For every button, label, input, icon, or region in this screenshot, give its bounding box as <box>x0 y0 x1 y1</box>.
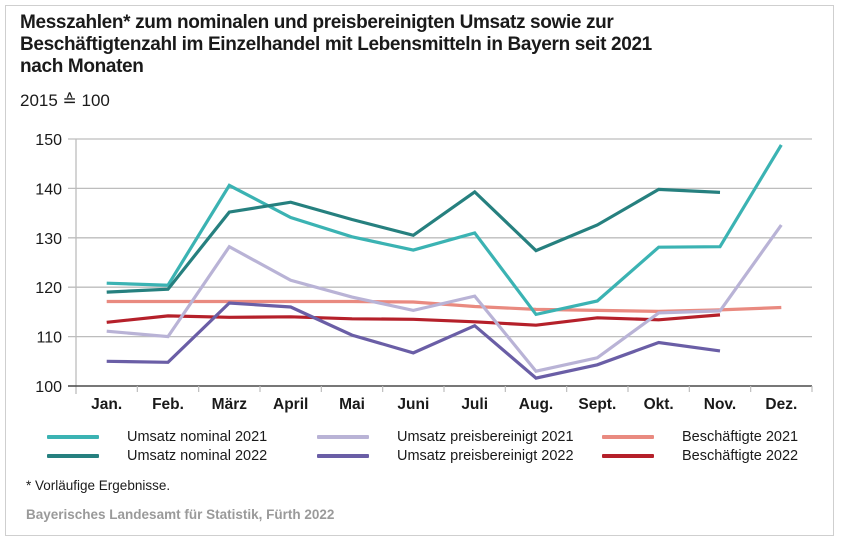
y-tick-label: 140 <box>35 181 62 198</box>
legend-item: Umsatz nominal 2022 <box>47 447 267 465</box>
y-axis: 100 110 120 130 140 150 <box>35 132 77 396</box>
x-tick-label: Sept. <box>578 396 616 413</box>
series-line-4 <box>106 301 721 380</box>
chart-subtitle: 2015 ≙ 100 <box>20 91 110 110</box>
chart-title-line-1: Messzahlen* zum nominalen und preisberei… <box>20 12 614 33</box>
series-line-2 <box>106 187 721 294</box>
legend-swatch <box>47 435 99 439</box>
x-tick-label: Jan. <box>91 396 122 413</box>
chart-title: Messzahlen* zum nominalen und preisberei… <box>20 12 820 78</box>
x-tick-label: Aug. <box>519 396 553 413</box>
gridlines <box>68 138 812 387</box>
y-tick-label: 120 <box>35 280 62 297</box>
legend-item: Beschäftigte 2022 <box>602 447 798 465</box>
legend-label: Beschäftigte 2022 <box>682 448 799 464</box>
legend-label: Umsatz preisbereinigt 2022 <box>397 448 574 464</box>
source-note: Bayerisches Landesamt für Statistik, Für… <box>26 507 335 522</box>
legend-item: Umsatz nominal 2021 <box>47 428 267 446</box>
legend-label: Umsatz preisbereinigt 2021 <box>397 429 574 445</box>
footnote: * Vorläufige Ergebnisse. <box>26 478 171 493</box>
y-tick-label: 110 <box>36 330 62 347</box>
legend-item: Umsatz preisbereinigt 2021 <box>317 428 574 446</box>
legend: Umsatz nominal 2021 Umsatz nominal 2022 … <box>0 426 841 466</box>
x-tick-label: Okt. <box>644 396 674 413</box>
x-tick-label: Feb. <box>152 396 184 413</box>
legend-swatch <box>317 454 369 458</box>
chart-title-line-3: nach Monaten <box>20 56 144 77</box>
legend-item: Beschäftigte 2021 <box>602 428 798 446</box>
x-tick-label: April <box>273 396 308 413</box>
y-tick-label: 100 <box>35 379 62 396</box>
chart-frame <box>5 5 834 536</box>
legend-item: Umsatz preisbereinigt 2022 <box>317 447 574 465</box>
legend-swatch <box>602 435 654 439</box>
legend-swatch <box>317 435 369 439</box>
y-tick-label: 150 <box>35 132 62 149</box>
series-line-3 <box>106 224 783 373</box>
x-tick-label: Juni <box>397 396 429 413</box>
x-tick-label: Juli <box>461 396 488 413</box>
y-tick-label: 130 <box>35 231 62 248</box>
x-tick-label: Nov. <box>704 396 736 413</box>
legend-label: Umsatz nominal 2022 <box>127 448 268 464</box>
legend-swatch <box>47 454 99 458</box>
x-tick-label: März <box>212 396 248 413</box>
x-tick-label: Dez. <box>765 396 797 413</box>
x-tick-label: Mai <box>339 396 365 413</box>
series-lines <box>106 144 783 380</box>
chart-title-line-2: Beschäftigtenzahl im Einzelhandel mit Le… <box>20 34 652 55</box>
legend-label: Beschäftigte 2021 <box>682 429 799 445</box>
series-line-6 <box>106 313 721 327</box>
x-axis: Jan. Feb. März April Mai Juni Juli Aug. Sept. Okt… <box>68 385 813 413</box>
series-line-1 <box>106 144 783 317</box>
legend-swatch <box>602 454 654 458</box>
legend-label: Umsatz nominal 2021 <box>127 429 268 445</box>
